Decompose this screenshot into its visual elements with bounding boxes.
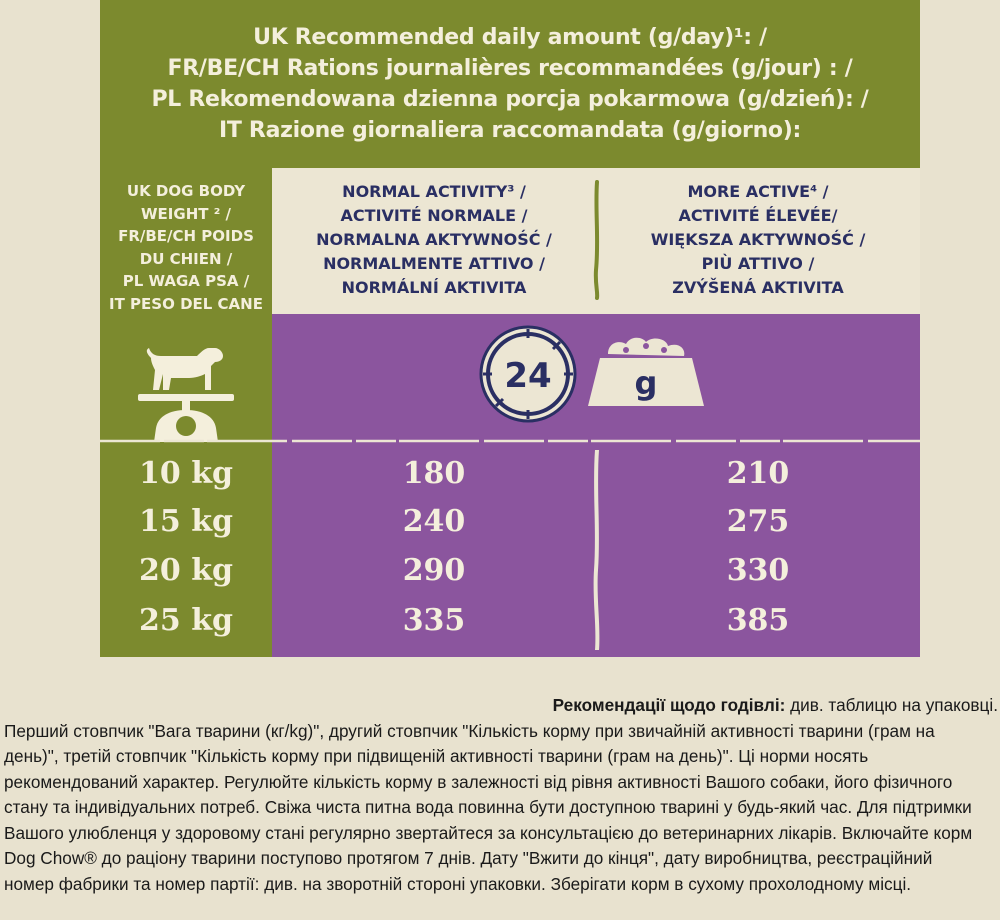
normal-amount-cell: 290 bbox=[402, 553, 466, 588]
body-weight-header-line: IT PESO DEL CANE bbox=[109, 294, 263, 313]
more-active-line: WIĘKSZA AKTYWNOŚĆ / bbox=[650, 230, 866, 249]
dog-icon bbox=[146, 348, 223, 390]
body-weight-header-line: DU CHIEN / bbox=[139, 249, 233, 268]
body-weight-header-line: FR/BE/CH POIDS bbox=[118, 227, 254, 245]
more-active-line: ZVÝŠENÁ AKTIVITA bbox=[672, 278, 844, 297]
bowl-g-text: g bbox=[635, 364, 658, 402]
footer-heading-bold: Рекомендації щодо годівлі: bbox=[552, 695, 786, 715]
weight-cell: 20 kg bbox=[139, 553, 233, 588]
column-divider bbox=[593, 450, 600, 650]
normal-activity-line: NORMÁLNÍ AKTIVITA bbox=[341, 278, 527, 297]
clock-24-icon: 24 bbox=[479, 325, 577, 423]
feeding-recommendations-text: Рекомендації щодо годівлі: див. таблицю … bbox=[4, 693, 998, 897]
weight-cell: 25 kg bbox=[139, 603, 233, 638]
footer-line: номер фабрики та номер партії: див. на з… bbox=[4, 873, 912, 894]
scale-icon bbox=[138, 394, 234, 442]
normal-activity-line: NORMALMENTE ATTIVO / bbox=[323, 254, 545, 273]
footer-heading: Рекомендації щодо годівлі: див. таблицю … bbox=[4, 693, 998, 719]
row-divider bbox=[100, 439, 920, 443]
footer-line: стану та індивідуальних потреб. Свіжа чи… bbox=[4, 797, 972, 817]
normal-amount-cell: 335 bbox=[402, 603, 466, 638]
clock-24-text: 24 bbox=[504, 356, 551, 396]
normal-activity-line: ACTIVITÉ NORMALE / bbox=[340, 206, 528, 225]
normal-amount-cell: 180 bbox=[402, 456, 466, 491]
title-line-fr: FR/BE/CH Rations journalières recommandé… bbox=[167, 56, 853, 81]
more-active-amount-cell: 385 bbox=[726, 603, 790, 638]
table-title: UK Recommended daily amount (g/day)¹: / … bbox=[100, 0, 920, 168]
more-active-line: PIÙ ATTIVO / bbox=[701, 254, 815, 273]
weight-cell: 15 kg bbox=[139, 504, 233, 539]
food-bowl-icon: g bbox=[588, 337, 704, 406]
body-weight-header: UK DOG BODY WEIGHT ² / FR/BE/CH POIDS DU… bbox=[100, 180, 272, 315]
footer-line: Dog Chow® до раціону тварини поступово п… bbox=[4, 848, 933, 868]
footer-line: рекомендований характер. Регулюйте кільк… bbox=[4, 771, 953, 792]
footer-line: день)", третій стовпчик "Кількість корму… bbox=[4, 746, 869, 766]
more-active-header: MORE ACTIVE⁴ / ACTIVITÉ ÉLEVÉE/ WIĘKSZA … bbox=[596, 180, 920, 300]
normal-amount-cell: 240 bbox=[402, 504, 466, 539]
more-active-amount-cell: 210 bbox=[726, 456, 790, 491]
title-line-uk: UK Recommended daily amount (g/day)¹: / bbox=[253, 25, 767, 50]
title-line-it: IT Razione giornaliera raccomandata (g/g… bbox=[218, 118, 802, 143]
body-weight-header-line: UK DOG BODY bbox=[126, 182, 246, 200]
more-active-amount-cell: 330 bbox=[726, 553, 790, 588]
normal-activity-line: NORMALNA AKTYWNOŚĆ / bbox=[316, 230, 552, 249]
footer-line: Перший стовпчик "Вага тварини (кг/kg)", … bbox=[4, 720, 935, 741]
title-line-pl: PL Rekomendowana dzienna porcja pokarmow… bbox=[151, 87, 869, 112]
body-weight-header-line: WEIGHT ² / bbox=[141, 204, 231, 223]
more-active-line: MORE ACTIVE⁴ / bbox=[687, 182, 829, 201]
header-divider bbox=[593, 180, 600, 300]
body-weight-header-line: PL WAGA PSA / bbox=[122, 272, 250, 290]
more-active-line: ACTIVITÉ ÉLEVÉE/ bbox=[678, 206, 838, 225]
more-active-amount-cell: 275 bbox=[726, 504, 790, 539]
footer-heading-rest: див. таблицю на упаковці. bbox=[785, 695, 998, 715]
normal-activity-header: NORMAL ACTIVITY³ / ACTIVITÉ NORMALE / NO… bbox=[272, 180, 596, 300]
weight-cell: 10 kg bbox=[139, 456, 233, 491]
footer-line: Вашого улюбленця у здоровому стані регул… bbox=[4, 822, 973, 843]
normal-activity-line: NORMAL ACTIVITY³ / bbox=[342, 182, 526, 201]
